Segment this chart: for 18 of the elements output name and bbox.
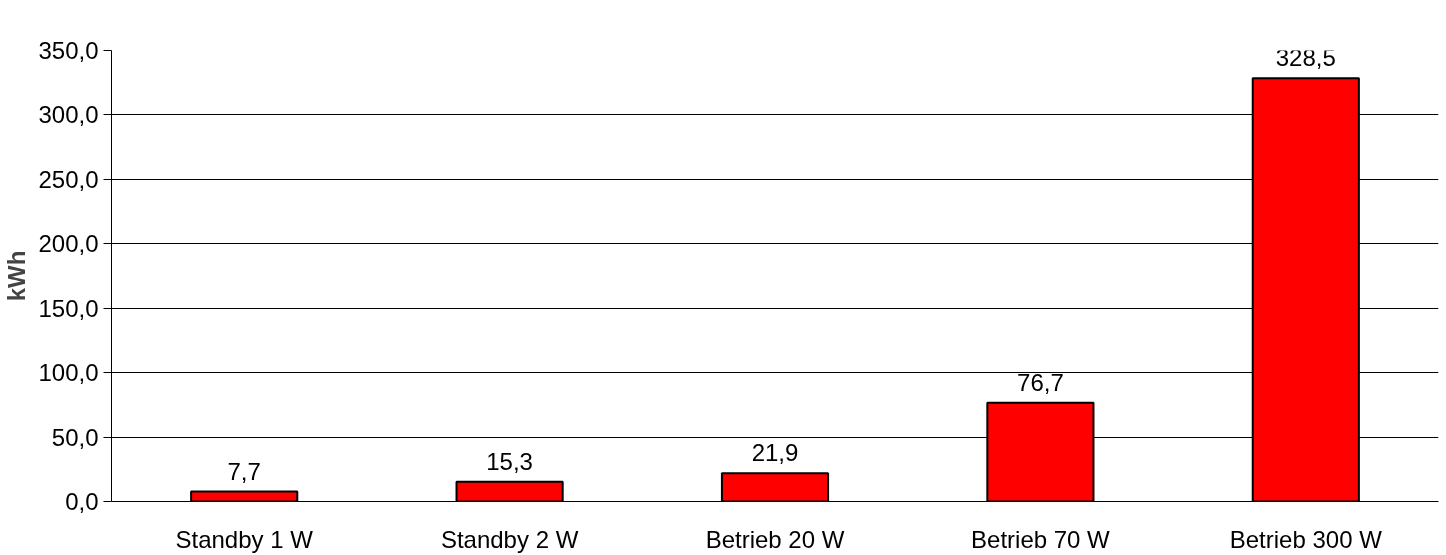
data-label: 76,7 xyxy=(1017,368,1064,396)
y-tick-label: 250,0 xyxy=(38,165,99,193)
data-label: 15,3 xyxy=(486,447,533,475)
y-tick-label: 50,0 xyxy=(51,423,99,451)
x-tick-label: Betrieb 70 W xyxy=(971,525,1111,553)
y-tick-label: 200,0 xyxy=(38,230,99,258)
x-tick-label: Standby 2 W xyxy=(440,525,579,553)
y-tick-label: 100,0 xyxy=(38,359,99,387)
y-axis-title: kWh xyxy=(3,250,31,302)
data-label: 21,9 xyxy=(751,439,799,467)
x-tick-label: Betrieb 20 W xyxy=(705,525,845,553)
y-tick-label: 150,0 xyxy=(38,294,99,322)
x-tick-label: Standby 1 W xyxy=(175,525,314,553)
x-tick-label: Betrieb 300 W xyxy=(1229,525,1383,553)
y-tick-label: 300,0 xyxy=(38,101,99,129)
data-label: 7,7 xyxy=(227,457,261,485)
y-tick-label: 350,0 xyxy=(38,37,99,64)
y-tick-label: 0,0 xyxy=(65,488,99,515)
